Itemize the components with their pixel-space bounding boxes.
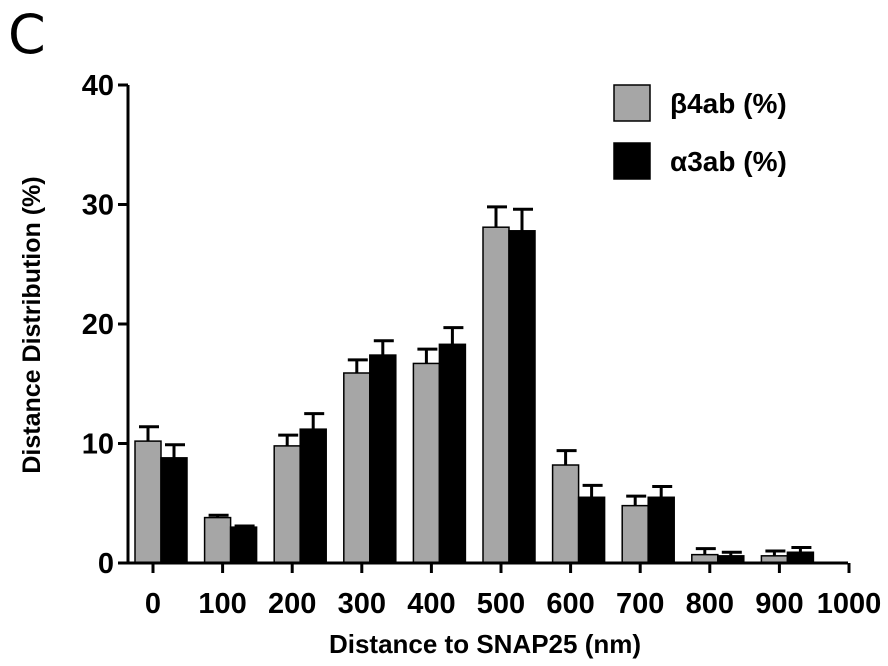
bar-alpha3ab-400 xyxy=(438,343,467,564)
y-tick-label-20: 20 xyxy=(82,309,114,341)
x-tick-label-100: 100 xyxy=(198,588,246,620)
x-tick-label-900: 900 xyxy=(755,588,803,620)
panel-label: C xyxy=(8,3,46,66)
bar-alpha3ab-100 xyxy=(229,526,258,564)
axes-layer xyxy=(118,83,851,573)
legend-label-alpha3ab: α3ab (%) xyxy=(670,146,787,177)
bar-beta4ab-400 xyxy=(412,362,441,564)
x-tick-label-300: 300 xyxy=(338,588,386,620)
x-axis-label: Distance to SNAP25 (nm) xyxy=(329,629,641,659)
bar-alpha3ab-900 xyxy=(786,551,815,564)
y-tick-label-0: 0 xyxy=(98,548,114,580)
x-tick-label-1000: 1000 xyxy=(817,588,882,620)
error-bars-layer xyxy=(139,205,812,556)
x-tick-label-800: 800 xyxy=(686,588,734,620)
x-tick-label-200: 200 xyxy=(268,588,316,620)
x-tick-label-0: 0 xyxy=(145,588,161,620)
x-tick-label-500: 500 xyxy=(477,588,525,620)
legend-swatch-beta4ab xyxy=(613,84,651,122)
bars-layer xyxy=(134,226,815,564)
bar-alpha3ab-0 xyxy=(160,457,188,564)
legend: β4ab (%) α3ab (%) xyxy=(613,84,787,180)
y-tick-label-40: 40 xyxy=(82,70,114,102)
y-tick-label-10: 10 xyxy=(82,429,114,461)
y-tick-label-30: 30 xyxy=(82,190,114,222)
legend-label-beta4ab: β4ab (%) xyxy=(670,88,787,119)
bar-beta4ab-300 xyxy=(343,372,371,564)
bar-beta4ab-500 xyxy=(482,226,510,564)
bar-beta4ab-100 xyxy=(203,516,232,564)
bar-beta4ab-700 xyxy=(621,504,649,564)
bar-beta4ab-600 xyxy=(551,464,580,564)
x-tick-label-700: 700 xyxy=(616,588,664,620)
x-tick-label-600: 600 xyxy=(546,588,594,620)
bar-alpha3ab-500 xyxy=(508,230,536,564)
x-tick-label-400: 400 xyxy=(407,588,455,620)
bar-beta4ab-0 xyxy=(134,440,162,564)
bar-alpha3ab-300 xyxy=(369,354,397,564)
bar-alpha3ab-200 xyxy=(299,428,327,564)
legend-swatch-alpha3ab xyxy=(613,142,651,180)
y-axis-label: Distance Distribution (%) xyxy=(18,176,46,473)
bar-beta4ab-200 xyxy=(273,445,301,564)
bar-alpha3ab-700 xyxy=(647,496,675,564)
bar-alpha3ab-600 xyxy=(577,496,606,564)
